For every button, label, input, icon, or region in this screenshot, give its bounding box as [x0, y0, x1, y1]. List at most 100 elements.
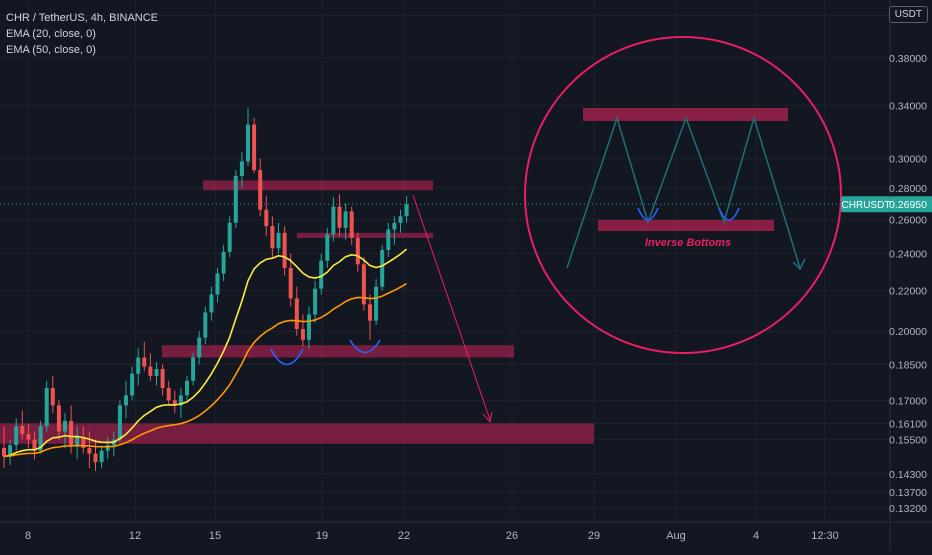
candle-body[interactable]	[319, 260, 324, 289]
candle-body[interactable]	[282, 232, 287, 268]
candle-body[interactable]	[276, 232, 281, 249]
candle-body[interactable]	[81, 436, 86, 448]
candle-body[interactable]	[50, 387, 55, 406]
candle-body[interactable]	[32, 439, 37, 451]
candle-body[interactable]	[313, 288, 318, 315]
x-tick-label: 4	[753, 530, 759, 542]
candle-body[interactable]	[14, 426, 19, 446]
candle-body[interactable]	[172, 400, 177, 406]
pattern-bottom-arc-right	[718, 207, 740, 221]
candle-body[interactable]	[75, 436, 80, 446]
candle-body[interactable]	[404, 204, 409, 217]
y-tick-label: 0.16100	[889, 418, 927, 430]
candle-body[interactable]	[191, 357, 196, 381]
candle-body[interactable]	[270, 226, 275, 249]
candle-body[interactable]	[258, 170, 263, 210]
candle-body[interactable]	[307, 314, 311, 340]
candle-body[interactable]	[361, 264, 366, 305]
candle-body[interactable]	[300, 329, 305, 340]
y-tick-label: 0.24000	[889, 249, 927, 261]
candle-body[interactable]	[264, 209, 269, 227]
candle-body[interactable]	[38, 426, 43, 451]
inverse-bottoms-label: Inverse Bottoms	[645, 237, 731, 249]
currency-button[interactable]: USDT	[888, 6, 928, 23]
symbol-tag	[841, 196, 891, 213]
candle-body[interactable]	[331, 206, 336, 235]
candle-body[interactable]	[185, 380, 189, 396]
candle-body[interactable]	[233, 175, 238, 223]
resistance-zone-upper[interactable]	[203, 180, 433, 191]
bottom-arc-left	[270, 348, 304, 366]
candle-body[interactable]	[288, 267, 293, 299]
candle-body[interactable]	[398, 216, 403, 223]
candle-body[interactable]	[239, 161, 244, 176]
support-zone-lower[interactable]	[0, 423, 594, 444]
resistance-zone-mid[interactable]	[297, 232, 433, 238]
y-tick-label: 0.18500	[889, 359, 927, 371]
y-tick-label: 0.20000	[889, 326, 927, 338]
candle-body[interactable]	[117, 405, 122, 440]
candle-body[interactable]	[294, 298, 299, 330]
candle-body[interactable]	[337, 206, 342, 228]
candle-body[interactable]	[355, 237, 360, 265]
ema50-line	[3, 282, 408, 458]
y-tick-label: 0.22000	[889, 286, 927, 298]
candle-body[interactable]	[209, 294, 214, 313]
candle-body[interactable]	[178, 395, 183, 406]
y-tick-label: 0.38000	[889, 53, 927, 65]
candle-body[interactable]	[166, 387, 171, 401]
support-zone-neckline[interactable]	[162, 345, 514, 358]
candle-body[interactable]	[99, 450, 104, 463]
candle-body[interactable]	[124, 395, 128, 406]
candle-body[interactable]	[154, 368, 159, 377]
candle-body[interactable]	[380, 250, 385, 287]
candle-body[interactable]	[343, 211, 348, 228]
candle-body[interactable]	[392, 222, 397, 230]
candle-body[interactable]	[142, 357, 147, 367]
pattern-zigzag-line	[566, 115, 801, 269]
candle-body[interactable]	[197, 337, 202, 358]
pattern-circle	[524, 36, 842, 354]
candle-body[interactable]	[252, 124, 257, 171]
candle-body[interactable]	[56, 405, 61, 432]
price-tag	[891, 196, 932, 213]
candle-body[interactable]	[386, 229, 391, 251]
y-tick-label: 0.14300	[889, 469, 927, 481]
y-tick-label: 0.17000	[889, 395, 927, 407]
candle-body[interactable]	[325, 234, 330, 261]
candle-body[interactable]	[136, 357, 141, 374]
candle-body[interactable]	[215, 273, 220, 295]
candle-body[interactable]	[2, 447, 6, 457]
candle-body[interactable]	[87, 447, 92, 454]
candle-body[interactable]	[368, 304, 372, 321]
symbol-tag-text: CHRUSDT	[842, 200, 891, 211]
candle-body[interactable]	[44, 387, 49, 427]
candle-body[interactable]	[148, 366, 153, 377]
candle-body[interactable]	[93, 453, 98, 463]
candle-body[interactable]	[26, 434, 31, 440]
y-tick-label: 0.30000	[889, 154, 927, 166]
candle-body[interactable]	[20, 426, 25, 435]
projection-arrow-line	[412, 194, 491, 421]
ema20-line	[3, 248, 408, 458]
candle-body[interactable]	[227, 222, 232, 252]
candle-body[interactable]	[105, 445, 110, 451]
y-tick-label: 0.13700	[889, 487, 927, 499]
candle-body[interactable]	[63, 420, 67, 432]
candle-body[interactable]	[246, 124, 250, 162]
candle-body[interactable]	[69, 420, 74, 446]
pattern-arrow-head	[792, 258, 806, 271]
candle-body[interactable]	[221, 251, 226, 274]
candle-body[interactable]	[160, 368, 165, 388]
candle-body[interactable]	[203, 312, 208, 338]
candle-body[interactable]	[349, 211, 354, 238]
candle-body[interactable]	[8, 445, 13, 457]
candle-body[interactable]	[130, 373, 135, 396]
candle-body[interactable]	[374, 286, 379, 321]
x-tick-label: Aug	[666, 530, 686, 542]
x-tick-label: 22	[398, 530, 410, 542]
legend-ema50: EMA (50, close, 0)	[6, 44, 96, 56]
pattern-bottom-arc-left	[637, 207, 659, 221]
